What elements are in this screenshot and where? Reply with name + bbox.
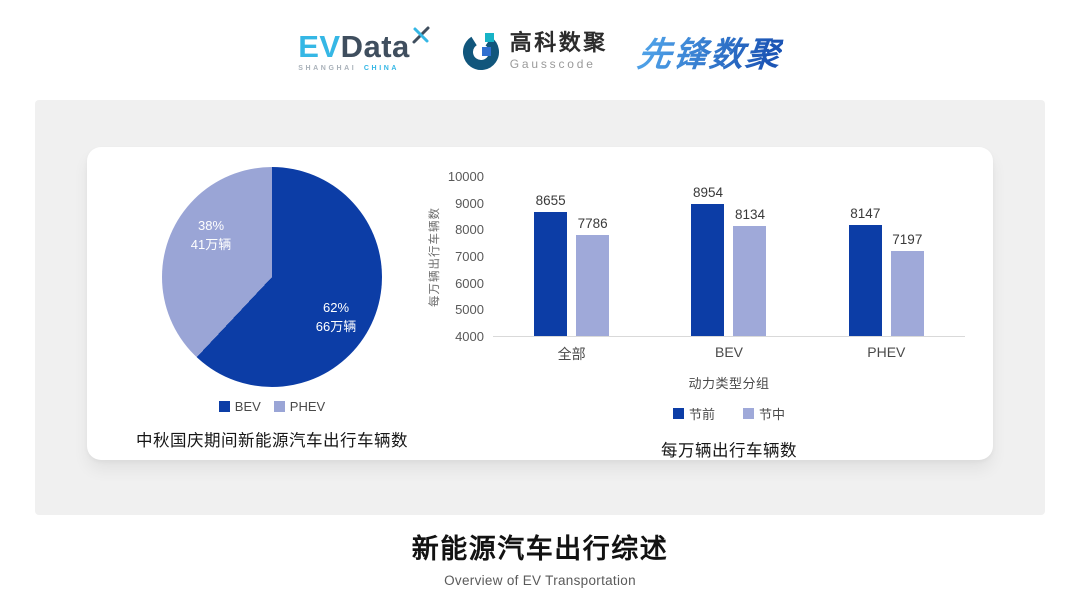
pie-label-bev-pct: 62%: [322, 300, 350, 315]
evdata-x-icon: [412, 26, 430, 43]
bar-value-label: 8134: [734, 206, 766, 222]
charts-panel: 38% 41万辆 62% 66万辆 BEV PHEV 中秋国庆期间新能源汽车出行车…: [35, 100, 1045, 515]
bar-legend-row: 节前 节中: [493, 392, 965, 423]
bar-节中-BEV: 8134: [733, 207, 767, 336]
page-subtitle: Overview of EV Transportation: [444, 573, 636, 588]
x-axis-title: 动力类型分组: [688, 376, 770, 391]
pie-chart: 38% 41万辆 62% 66万辆 BEV PHEV 中秋国庆期间新能源汽车出行车…: [117, 167, 427, 451]
evdata-shanghai-text: SHANGHAI: [298, 64, 357, 72]
x-axis-category: BEV: [714, 344, 743, 360]
y-axis-tick: 10000: [447, 169, 484, 184]
page-title: 新能源汽车出行综述: [411, 534, 669, 564]
bar-plot-area: 每万辆出行车辆数 10000 9000 8000 7000 6000 5000 4000 8…: [425, 170, 965, 344]
bar-y-axis: 10000 9000 8000 7000 6000 5000 4000: [443, 170, 493, 344]
bar-节前-BEV: 8954: [691, 185, 725, 336]
gausscode-text: 高科数聚 Gausscode: [509, 30, 608, 71]
legend-label: PHEV: [289, 399, 326, 414]
bar-chart: 每万辆出行车辆数 10000 9000 8000 7000 6000 5000 4000 8…: [425, 170, 965, 461]
bar-chart-title: 每万辆出行车辆数: [661, 442, 797, 460]
x-axis-category: PHEV: [867, 344, 906, 360]
pie-label-phev-val: 41万辆: [190, 236, 232, 252]
legend-label: 节前: [688, 407, 715, 422]
bar-value-label: 8147: [850, 206, 881, 222]
legend-swatch-icon: [218, 401, 230, 412]
bar-value-label: 7786: [577, 216, 608, 232]
bar-value-label: 8655: [535, 192, 566, 208]
y-axis-title: 每万辆出行车辆数: [429, 207, 441, 307]
evdata-china-text: CHINA: [363, 64, 400, 72]
bar-group-BEV: 8954 8134: [650, 177, 807, 336]
footer: 新能源汽车出行综述 Overview of EV Transportation: [0, 527, 1080, 588]
evdata-logo: EV Data SHANGHAI CHINA: [298, 26, 431, 72]
pie-label-phev-pct: 38%: [197, 218, 225, 233]
gausscode-cn-text: 高科数聚: [509, 30, 608, 56]
evdata-ev-text: EV: [298, 28, 341, 64]
evdata-data-text: Data: [340, 28, 410, 64]
bar-节中-PHEV: 7197: [890, 232, 924, 336]
pie-label-bev: 62% 66万辆: [290, 299, 382, 337]
charts-card: 38% 41万辆 62% 66万辆 BEV PHEV 中秋国庆期间新能源汽车出行车…: [87, 147, 993, 460]
gausscode-g-icon: [462, 33, 499, 70]
legend-swatch-icon: [743, 408, 754, 419]
y-axis-tick: 7000: [455, 249, 484, 264]
evdata-subtitle: SHANGHAI CHINA: [298, 65, 399, 72]
y-axis-tick: 5000: [455, 302, 484, 318]
pie-chart-title: 中秋国庆期间新能源汽车出行车辆数: [136, 432, 408, 450]
y-axis-tick: 4000: [455, 329, 484, 344]
y-axis-tick: 9000: [455, 195, 484, 211]
legend-item-节前: 节前: [672, 404, 715, 423]
legend-item-节中: 节中: [743, 404, 785, 423]
gausscode-en-text: Gausscode: [509, 56, 596, 71]
y-axis-tick: 6000: [455, 275, 484, 291]
bar-节前-全部: 8655: [534, 193, 568, 336]
pie-label-bev-val: 66万辆: [315, 318, 357, 334]
bar-plot: 8655 7786 8954 8134 8147 7197: [493, 177, 965, 337]
pie-label-phev: 38% 41万辆: [168, 217, 254, 255]
legend-swatch-icon: [672, 408, 684, 419]
bar-节前-PHEV: 8147: [848, 206, 882, 336]
legend-label: BEV: [234, 399, 261, 414]
legend-item-PHEV: PHEV: [273, 399, 326, 414]
bar-category-row: 全部 BEV PHEV: [493, 344, 965, 364]
y-axis-tick: 8000: [455, 222, 484, 238]
bar-节中-全部: 7786: [576, 216, 610, 336]
bar-value-label: 7197: [892, 231, 923, 247]
bar-groups: 8655 7786 8954 8134 8147 7197: [493, 177, 965, 336]
legend-swatch-icon: [273, 401, 285, 412]
y-axis-title-wrap: 每万辆出行车辆数: [425, 177, 443, 337]
x-axis-category: 全部: [557, 346, 586, 362]
bar-group-全部: 8655 7786: [493, 177, 650, 336]
bar-group-PHEV: 8147 7197: [808, 177, 965, 336]
pie-legend: BEV PHEV: [218, 399, 326, 414]
legend-item-BEV: BEV: [218, 399, 261, 414]
header-logos: EV Data SHANGHAI CHINA 高科数聚 Gausscode: [0, 18, 1080, 84]
pie-graphic: 38% 41万辆 62% 66万辆: [162, 167, 382, 387]
gausscode-logo: 高科数聚 Gausscode: [461, 31, 608, 71]
bar-value-label: 8954: [692, 184, 724, 200]
evdata-wordmark: EV Data: [298, 26, 431, 64]
pioneer-logo: 先锋数聚: [635, 27, 785, 76]
legend-label: 节中: [759, 407, 786, 422]
bar-legend: 节前 节中: [672, 404, 785, 423]
